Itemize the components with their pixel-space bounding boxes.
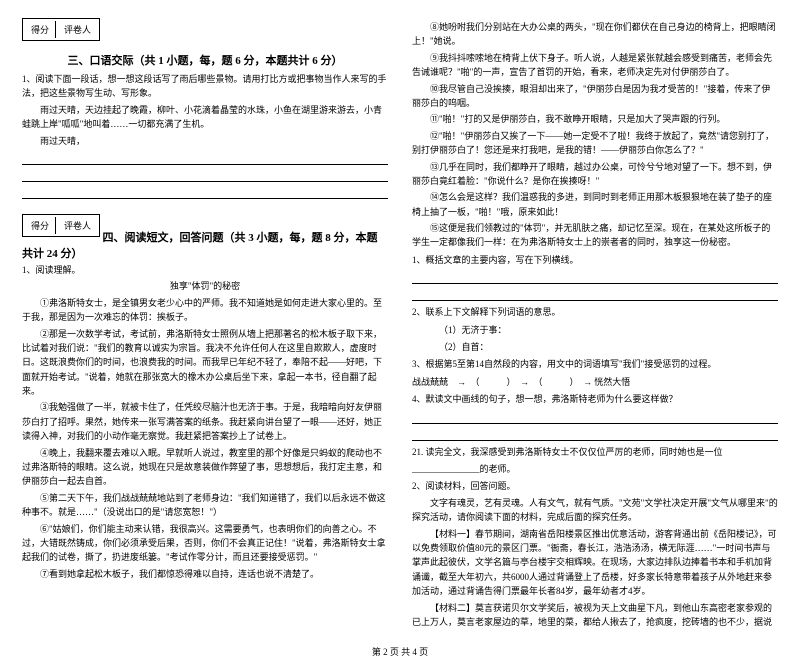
- question-5: 21. 读完全文，我深感受到弗洛斯特女士不仅仅位严厉的老师，同时她也是一位: [412, 447, 723, 457]
- answer-line[interactable]: [22, 169, 388, 182]
- score-box-2: 得分 评卷人: [22, 214, 100, 237]
- s4-q2: 2、阅读材料，回答问题。: [412, 479, 778, 493]
- grader-label: 评卷人: [58, 217, 97, 234]
- para-12: ⑫"啪！"伊丽莎白又挨了一下——她一定受不了啦！我终于放起了，竟然"请您别打了，…: [412, 129, 778, 158]
- para-1: ①弗洛斯特女士，是全镇男女老少心中的严师。我不知道她是如何走进大家心里的。至于我…: [22, 296, 388, 325]
- material-intro: 文字有魂灵，艺有灵魂。人有文气，就有气质。"文苑"文学社决定开展"文气从哪里来"…: [412, 496, 778, 525]
- answer-line[interactable]: [412, 411, 778, 424]
- s3-text: 雨过天晴，天边挂起了晚霞，柳叶、小花滴着晶莹的水珠，小鱼在湖里游来游去，小青蛙跳…: [22, 103, 388, 132]
- grader-label: 评卷人: [58, 21, 97, 38]
- para-13: ⑬几乎在同时，我们都睁开了眼睛，越过办公桌，可怜兮兮地对望了一下。想不到，伊丽莎…: [412, 160, 778, 189]
- s3-intro: 1、阅读下面一段话，想一想这段话写了雨后哪些景物。请用打比方或把事物当作人来写的…: [22, 72, 388, 101]
- section-3-title: 三、口语交际（共 1 小题，每，题 6 分，本题共计 6 分）: [22, 52, 388, 68]
- s4-q1: 1、阅读理解。: [22, 263, 388, 277]
- right-column: ⑧她吩咐我们分别站在大办公桌的两头，"现在你们都伏在自己身边的椅背上，把眼睛闭上…: [412, 18, 778, 631]
- answer-line[interactable]: [412, 428, 778, 441]
- para-5: ⑤第二天下午，我们战战兢兢地站到了老师身边："我们知道错了，我们以后永远不做这种…: [22, 491, 388, 520]
- material-2: 【材料二】莫言获诺贝尔文学奖后，被视为天上文曲星下凡，到他山东高密老家参观的已上…: [412, 601, 778, 630]
- answer-line[interactable]: [412, 271, 778, 284]
- question-5-end: 的老师。: [480, 464, 516, 474]
- score-label: 得分: [25, 21, 56, 38]
- para-15: ⑮这便是我们领教过的"体罚"，并无肌肤之痛，却记忆至深。现在，在某处这所板子的学…: [412, 221, 778, 250]
- para-14: ⑭怎么会是这样？我们温惑我的多进，到同时到老师正用那木板狠狠地在装了垫子的座椅上…: [412, 190, 778, 219]
- page-footer: 第 2 页 共 4 页: [0, 645, 800, 658]
- answer-line[interactable]: [22, 152, 388, 165]
- question-1: 1、概括文章的主要内容，写在下列横线。: [412, 253, 778, 267]
- score-box-1: 得分 评卷人: [22, 18, 100, 41]
- answer-line[interactable]: [22, 186, 388, 199]
- answer-line[interactable]: [412, 288, 778, 301]
- para-6: ⑥"姑娘们，你们能主动来认错，我很高兴。这需要勇气，也表明你们的向善之心。不过，…: [22, 522, 388, 565]
- para-11: ⑪"啪！"打的又是伊丽莎白，我不敢睁开眼睛，只是加大了哭声跟的行列。: [412, 112, 778, 126]
- question-2-2: （2）自首：: [412, 340, 778, 354]
- para-10: ⑩我尽管自己没挨揍，眼泪却出来了，"伊丽莎白是因为我才受苦的！"接着，传来了伊丽…: [412, 82, 778, 111]
- passage-title: 独享"体罚"的秘密: [22, 279, 388, 293]
- para-9: ⑨我抖抖嗦嗦地在椅背上伏下身子。听人说，人越是紧张就越会感受到痛苦，老师会先告诫…: [412, 51, 778, 80]
- score-label: 得分: [25, 217, 56, 234]
- para-8: ⑧她吩咐我们分别站在大办公桌的两头，"现在你们都伏在自己身边的椅背上，把眼睛闭上…: [412, 20, 778, 49]
- material-1: 【材料一】春节期间，湖南省岳阳楼景区推出优意活动，游客背通出前《岳阳楼记》，可以…: [412, 527, 778, 599]
- question-4: 4、默读文中画线的句子，想一想，弗洛斯特老师为什么要这样做？: [412, 392, 778, 406]
- para-4: ④晚上，我翻来覆去难以入眠。早就听人说过，教室里的那个好像是只蚂蚁的爬动也不过弗…: [22, 446, 388, 489]
- question-2: 2、联系上下文解释下列词语的意思。: [412, 305, 778, 319]
- para-7: ⑦看到她拿起松木板子，我们都惊恐得难以自持，连话也说不清楚了。: [22, 567, 388, 581]
- para-3: ③我勉强做了一半，就被卡住了，任凭绞尽脑汁也无济于事。于是，我暗暗向好友伊丽莎白…: [22, 400, 388, 443]
- para-2: ②那是一次数学考试，考试前，弗洛斯特女士照例从墙上把那著名的松木板子取下来，比试…: [22, 327, 388, 399]
- question-3-text: 战战兢兢 → （ ） → （ ） → 恍然大悟: [412, 375, 778, 389]
- left-column: 得分 评卷人 三、口语交际（共 1 小题，每，题 6 分，本题共计 6 分） 1…: [22, 18, 388, 631]
- s3-prompt: 雨过天晴，: [22, 134, 388, 148]
- question-2-1: （1）无济于事：: [412, 323, 778, 337]
- question-3: 3、根据第5至第14自然段的内容，用文中的词语填写"我们"接受惩罚的过程。: [412, 357, 778, 371]
